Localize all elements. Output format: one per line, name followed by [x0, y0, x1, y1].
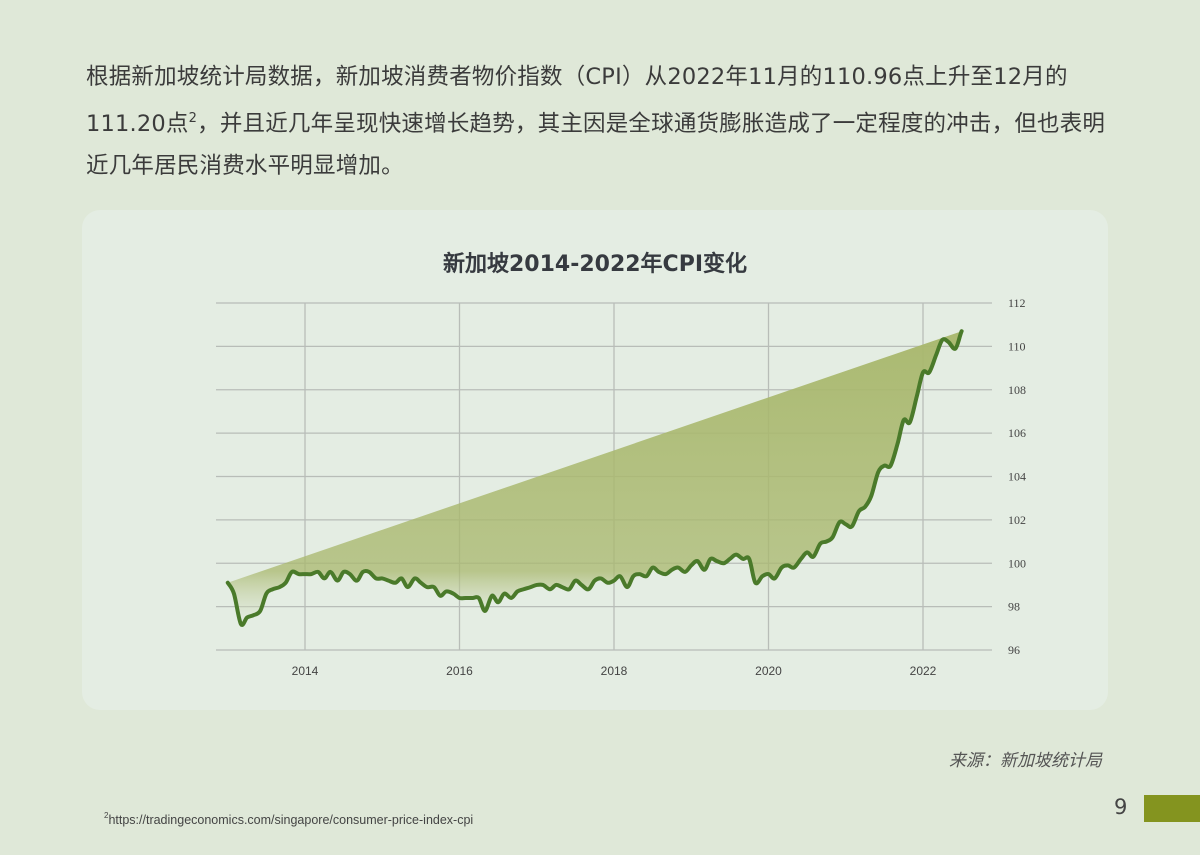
y-tick-label: 98	[1008, 600, 1020, 614]
footnote-ref[interactable]: 2	[188, 111, 198, 126]
y-tick-label: 112	[1008, 296, 1026, 310]
x-axis-labels: 2014 2016 2018 2020 2022	[292, 664, 937, 678]
y-tick-label: 100	[1008, 556, 1026, 570]
intro-text-1: 根据新加坡统计局数据，新加坡消费者物价指数（CPI）从2022年11月的110.…	[86, 64, 1068, 137]
y-tick-label: 96	[1008, 643, 1020, 657]
chart-title: 新加坡2014-2022年CPI变化	[442, 252, 748, 277]
cpi-area-fill	[227, 331, 962, 625]
page-accent-bar	[1144, 795, 1200, 822]
page-number: 9	[1114, 795, 1128, 819]
y-tick-label: 108	[1008, 383, 1026, 397]
x-tick-label: 2016	[446, 664, 473, 678]
y-tick-label: 102	[1008, 513, 1026, 527]
x-tick-label: 2014	[292, 664, 319, 678]
footnote-marker: 2	[104, 811, 109, 820]
x-tick-label: 2020	[755, 664, 782, 678]
y-tick-label: 106	[1008, 426, 1026, 440]
footnote-link[interactable]: https://tradingeconomics.com/singapore/c…	[108, 813, 474, 827]
intro-paragraph: 根据新加坡统计局数据，新加坡消费者物价指数（CPI）从2022年11月的110.…	[86, 56, 1116, 187]
x-tick-label: 2018	[601, 664, 628, 678]
y-axis-labels: 96 98 100 102 104 106 108 110 112	[1008, 296, 1026, 657]
y-tick-label: 104	[1008, 470, 1026, 484]
x-tick-label: 2022	[910, 664, 937, 678]
cpi-line	[225, 329, 964, 627]
source-caption: 来源：新加坡统计局	[949, 751, 1102, 771]
intro-text-2: ，并且近几年呈现快速增长趋势，其主因是全球通货膨胀造成了一定程度的冲击，但也表明…	[86, 111, 1106, 179]
y-tick-label: 110	[1008, 339, 1026, 353]
footnote: 2https://tradingeconomics.com/singapore/…	[104, 811, 473, 827]
